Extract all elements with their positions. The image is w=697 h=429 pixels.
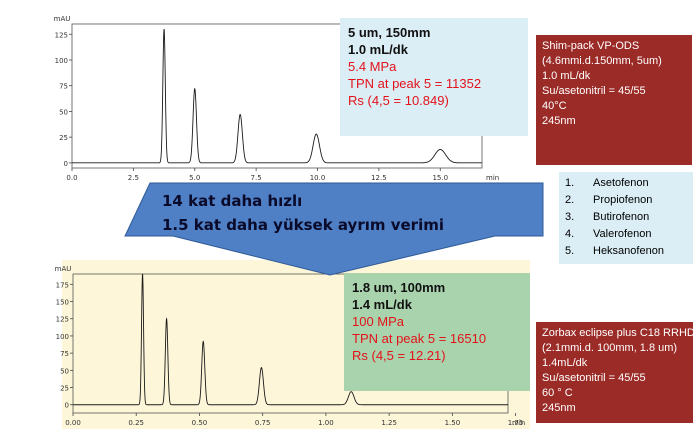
bottom-particle-size: 1.8 um, 100mm bbox=[352, 280, 446, 295]
x-tick-label: 10.0 bbox=[310, 174, 326, 182]
y-tick-label: 100 bbox=[55, 57, 68, 65]
y-tick-label: 25 bbox=[59, 134, 68, 142]
y-tick-label: 50 bbox=[59, 108, 68, 116]
chromatogram-trace bbox=[72, 29, 482, 164]
y-tick-label: 175 bbox=[56, 281, 69, 289]
y-tick-label: 150 bbox=[56, 299, 69, 307]
bottom-flow-rate: 1.4 mL/dk bbox=[352, 297, 412, 312]
top-chromatogram: 0 25 50 75 100 125 0.0 2.5 5.0 7.5 10.0 12.5 15.0 mAU… bbox=[54, 15, 500, 182]
top-column-line: 40°C bbox=[542, 100, 567, 112]
legend-number: 4. bbox=[565, 228, 575, 240]
x-tick-label: 12.5 bbox=[371, 174, 387, 182]
top-plate-number: TPN at peak 5 = 11352 bbox=[348, 76, 482, 91]
top-column-line: Shim-pack VP-ODS bbox=[542, 40, 640, 52]
legend-item: 1. Asetofenon bbox=[565, 175, 687, 192]
y-tick-label: 25 bbox=[60, 385, 69, 393]
top-resolution: Rs (4,5 = 10.849) bbox=[348, 93, 449, 108]
y-tick-label: 125 bbox=[55, 31, 68, 39]
bottom-column-line: 1.4mL/dk bbox=[542, 357, 588, 369]
y-tick-label: 125 bbox=[56, 316, 69, 324]
x-tick-label: 5.0 bbox=[189, 174, 200, 182]
top-conditions-box: 5 um, 150mm 1.0 mL/dk 5.4 MPa TPN at pea… bbox=[340, 18, 528, 136]
legend-name: Heksanofenon bbox=[593, 245, 664, 257]
top-particle-size: 5 um, 150mm bbox=[348, 25, 431, 40]
top-column-line: 1.0 mL/dk bbox=[542, 70, 591, 82]
top-column-line: Su/asetonitril = 45/55 bbox=[542, 85, 646, 97]
legend-item: 3. Butirofenon bbox=[565, 209, 687, 226]
x-tick-label: 1.75 bbox=[508, 419, 524, 427]
chromatogram-trace bbox=[73, 273, 508, 406]
bottom-resolution: Rs (4,5 = 12.21) bbox=[352, 348, 446, 363]
legend-item: 5. Heksanofenon bbox=[565, 243, 687, 260]
legend-number: 2. bbox=[565, 194, 575, 206]
bottom-column-info: Zorbax eclipse plus C18 RRHD (2.1mmi.d. … bbox=[536, 322, 695, 423]
top-column-line: (4.6mmi.d.150mm, 5um) bbox=[542, 55, 662, 67]
y-tick-label: 100 bbox=[56, 333, 69, 341]
y-tick-label: 75 bbox=[60, 350, 69, 358]
legend-number: 3. bbox=[565, 211, 575, 223]
x-tick-label: 1.25 bbox=[381, 419, 397, 427]
x-axis-label: min bbox=[486, 174, 499, 182]
bottom-column-line: Zorbax eclipse plus C18 RRHD bbox=[542, 327, 695, 339]
bottom-column-line: (2.1mmi.d. 100mm, 1.8 um) bbox=[542, 342, 678, 354]
arrow-shape bbox=[124, 182, 544, 276]
compound-legend: 1. Asetofenon 2. Propiofenon 3. Butirofenon… bbox=[559, 172, 693, 264]
x-tick-label: 2.5 bbox=[128, 174, 139, 182]
legend-item: 4. Valerofenon bbox=[565, 226, 687, 243]
legend-name: Valerofenon bbox=[593, 228, 652, 240]
y-axis-label: mAU bbox=[54, 15, 71, 23]
top-pressure: 5.4 MPa bbox=[348, 59, 397, 74]
top-column-info: Shim-pack VP-ODS (4.6mmi.d.150mm, 5um) 1… bbox=[536, 35, 692, 165]
legend-item: 2. Propiofenon bbox=[565, 192, 687, 209]
legend-name: Butirofenon bbox=[593, 211, 650, 223]
arrow-line-1: 14 kat daha hızlı bbox=[162, 192, 303, 210]
x-tick-label: 0.0 bbox=[66, 174, 77, 182]
x-tick-label: 1.00 bbox=[318, 419, 334, 427]
x-tick-label: 0.50 bbox=[192, 419, 208, 427]
x-tick-label: 0.25 bbox=[128, 419, 144, 427]
y-tick-label: 0 bbox=[65, 402, 69, 410]
y-tick-label: 75 bbox=[59, 83, 68, 91]
top-column-line: 245nm bbox=[542, 115, 576, 127]
x-axis-label: min bbox=[512, 419, 525, 427]
arrow-line-2: 1.5 kat daha yüksek ayrım verimi bbox=[162, 216, 444, 234]
legend-number: 1. bbox=[565, 177, 575, 189]
bottom-column-line: 245nm bbox=[542, 402, 576, 414]
legend-number: 5. bbox=[565, 245, 575, 257]
y-tick-label: 0 bbox=[64, 160, 68, 168]
x-tick-label: 15.0 bbox=[432, 174, 448, 182]
y-axis-label: mAU bbox=[55, 265, 72, 273]
bottom-column-line: 60 ° C bbox=[542, 387, 573, 399]
bottom-column-line: Su/asetonitril = 45/55 bbox=[542, 372, 646, 384]
bottom-conditions-box: 1.8 um, 100mm 1.4 mL/dk 100 MPa TPN at p… bbox=[344, 273, 530, 391]
bottom-plate-number: TPN at peak 5 = 16510 bbox=[352, 331, 487, 346]
legend-name: Asetofenon bbox=[593, 177, 649, 189]
x-tick-label: 1.50 bbox=[445, 419, 461, 427]
y-tick-label: 50 bbox=[60, 367, 69, 375]
top-flow-rate: 1.0 mL/dk bbox=[348, 42, 408, 57]
bottom-pressure: 100 MPa bbox=[352, 314, 405, 329]
legend-name: Propiofenon bbox=[593, 194, 653, 206]
x-tick-label: 0.75 bbox=[255, 419, 271, 427]
x-tick-label: 7.5 bbox=[251, 174, 262, 182]
x-tick-label: 0.00 bbox=[65, 419, 81, 427]
